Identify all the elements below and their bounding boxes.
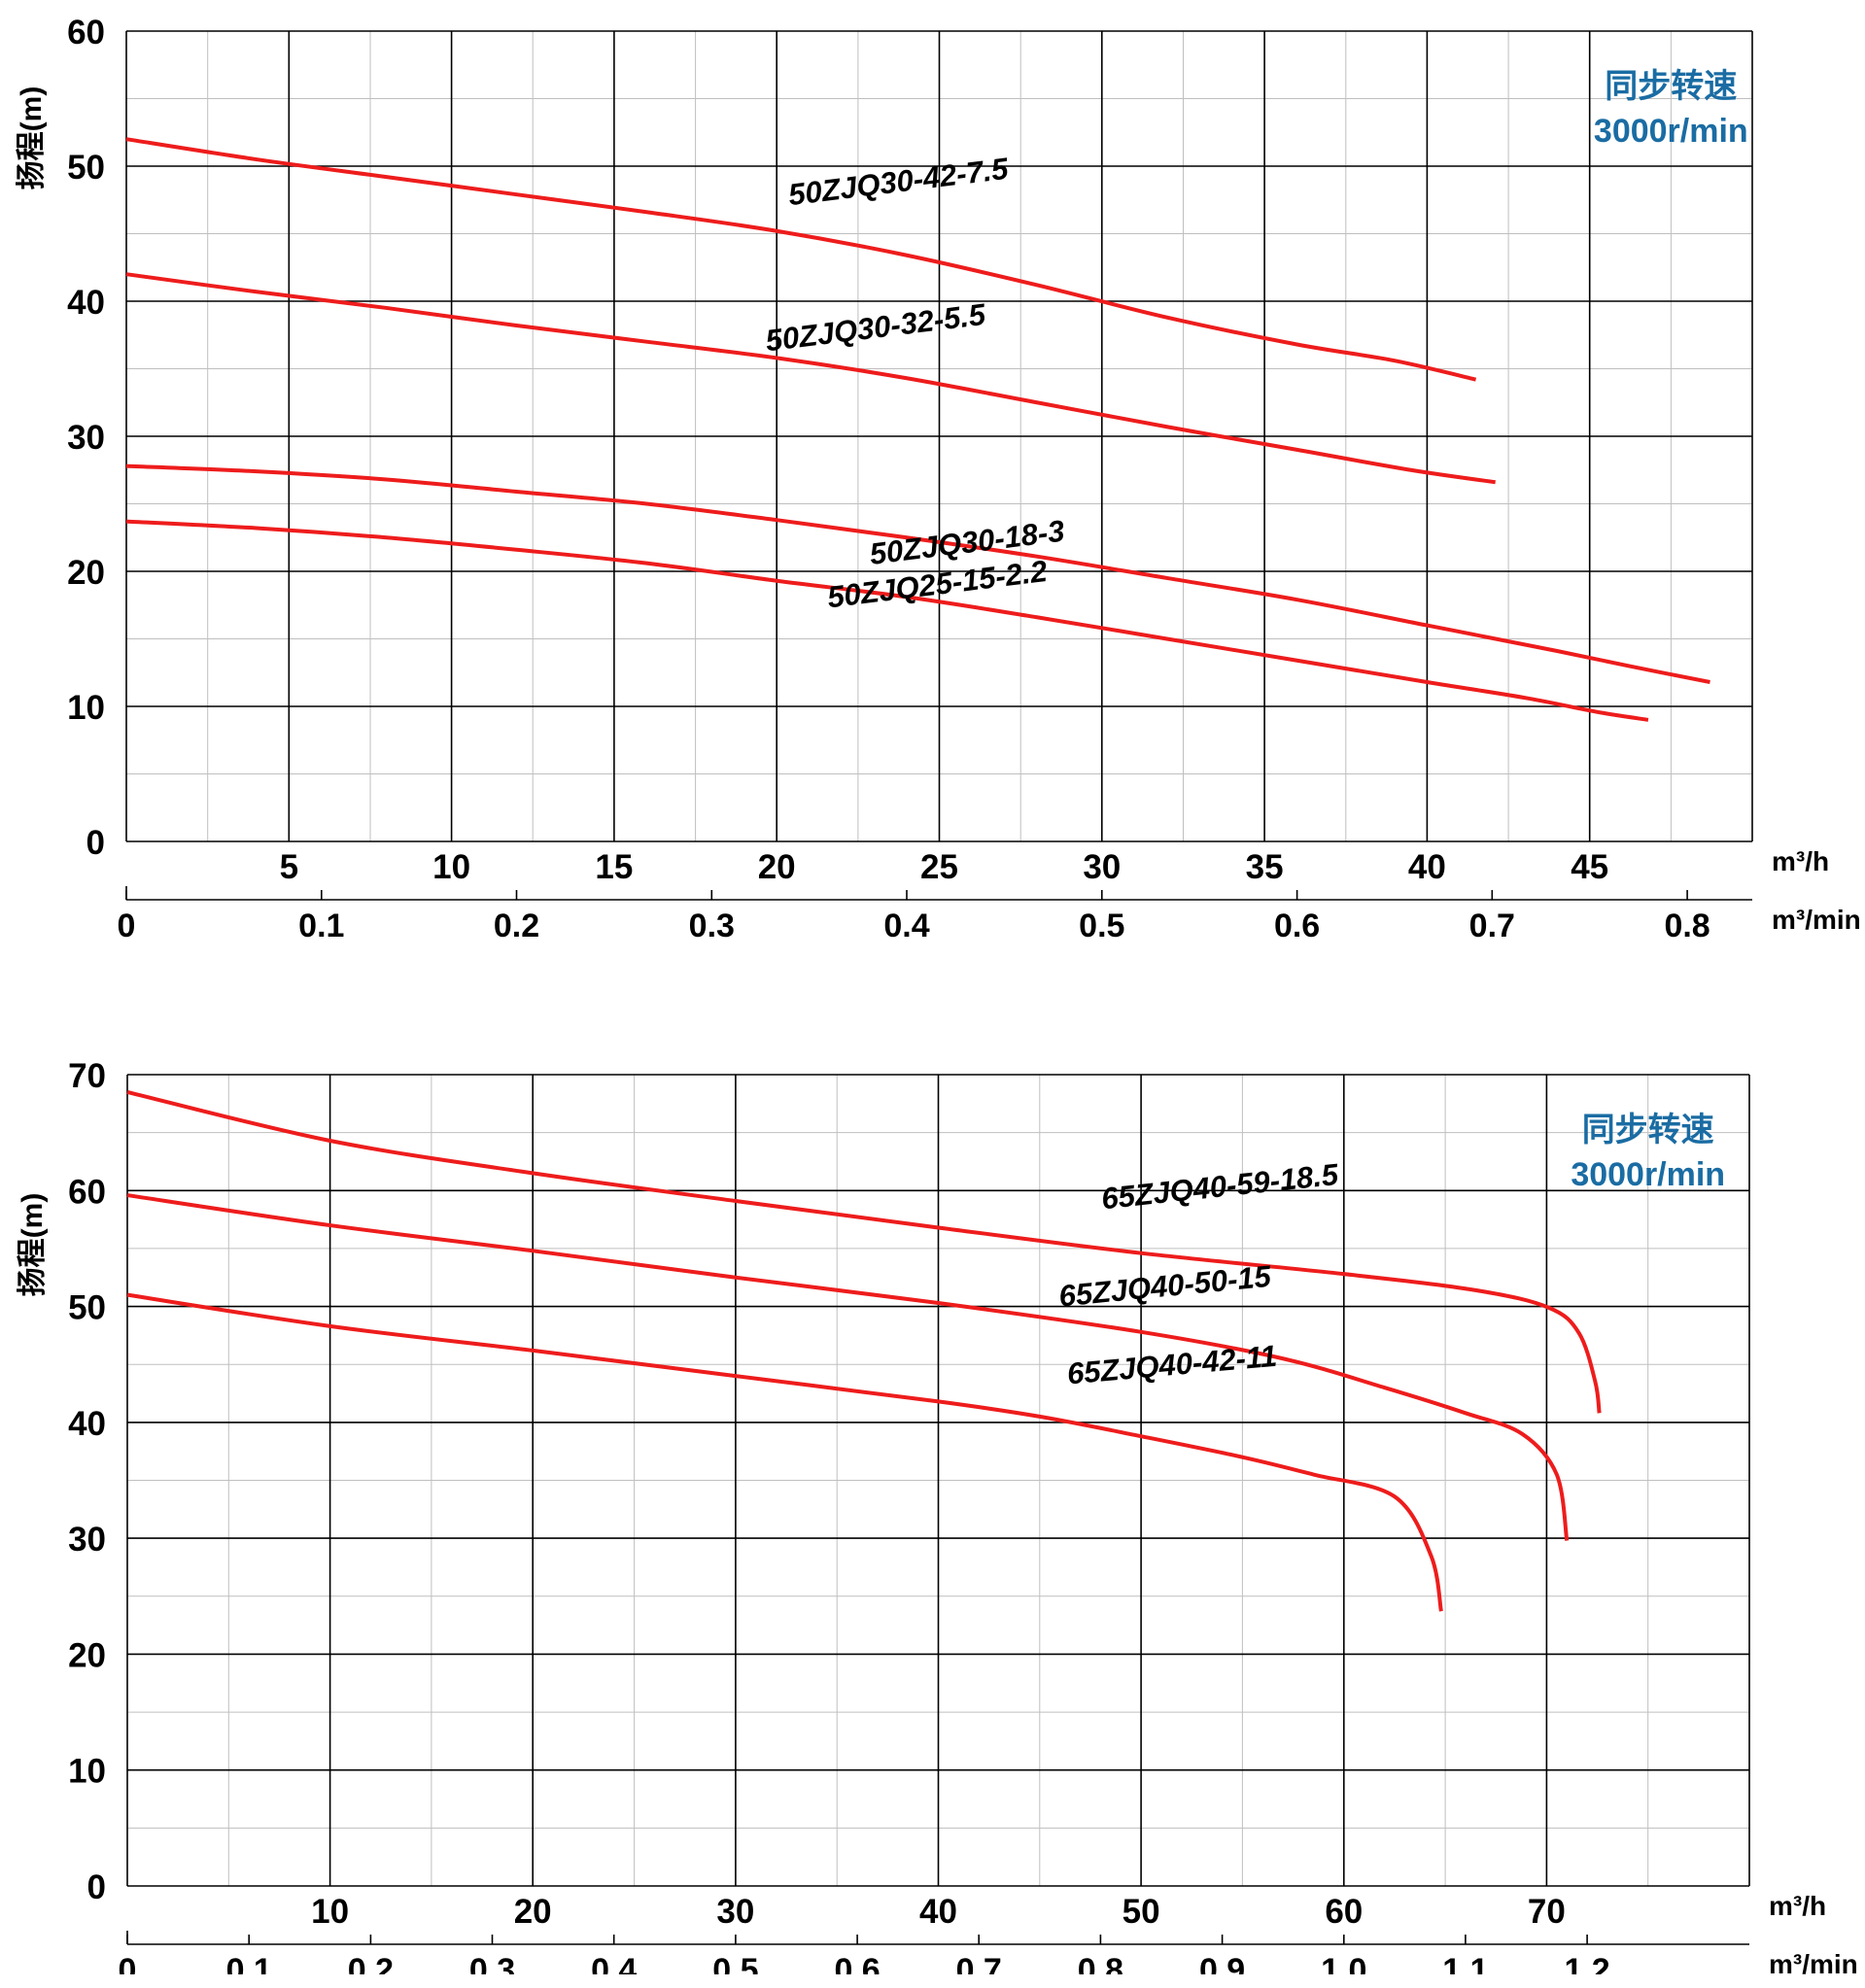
svg-text:同步转速: 同步转速: [1582, 1112, 1714, 1148]
svg-text:15: 15: [595, 848, 633, 886]
svg-text:3000r/min: 3000r/min: [1571, 1156, 1725, 1193]
svg-text:20: 20: [68, 1636, 106, 1674]
svg-text:70: 70: [68, 1057, 106, 1095]
svg-text:40: 40: [1408, 848, 1446, 886]
svg-text:0.1: 0.1: [226, 1952, 272, 1974]
svg-text:1.0: 1.0: [1321, 1952, 1366, 1974]
svg-text:10: 10: [311, 1893, 349, 1931]
svg-text:1.2: 1.2: [1564, 1952, 1609, 1974]
svg-text:10: 10: [67, 689, 105, 727]
svg-text:65ZJQ40-42-11: 65ZJQ40-42-11: [1066, 1339, 1279, 1391]
svg-text:65ZJQ40-59-18.5: 65ZJQ40-59-18.5: [1100, 1157, 1341, 1216]
svg-text:60: 60: [67, 14, 105, 51]
svg-text:0.5: 0.5: [1079, 908, 1124, 944]
svg-text:70: 70: [1528, 1893, 1566, 1931]
svg-text:m³/min: m³/min: [1769, 1949, 1858, 1974]
svg-text:65ZJQ40-50-15: 65ZJQ40-50-15: [1057, 1259, 1273, 1314]
svg-text:35: 35: [1246, 848, 1284, 886]
svg-text:25: 25: [920, 848, 958, 886]
svg-text:60: 60: [68, 1173, 106, 1211]
svg-text:扬程(m): 扬程(m): [17, 1193, 49, 1297]
svg-text:40: 40: [68, 1405, 106, 1443]
svg-text:1.1: 1.1: [1442, 1952, 1488, 1974]
svg-text:40: 40: [67, 284, 105, 322]
svg-text:同步转速: 同步转速: [1605, 68, 1737, 105]
svg-text:0: 0: [87, 1868, 106, 1906]
svg-text:3000r/min: 3000r/min: [1594, 113, 1748, 150]
svg-text:0.4: 0.4: [591, 1952, 637, 1974]
svg-text:0.2: 0.2: [494, 908, 539, 944]
svg-text:0.3: 0.3: [469, 1952, 515, 1974]
svg-text:0.9: 0.9: [1199, 1952, 1245, 1974]
svg-text:0.6: 0.6: [1274, 908, 1320, 944]
svg-text:0.5: 0.5: [712, 1952, 758, 1974]
svg-text:50: 50: [67, 149, 105, 187]
svg-text:0.7: 0.7: [1469, 908, 1515, 944]
svg-text:0.3: 0.3: [689, 908, 735, 944]
svg-text:40: 40: [919, 1893, 957, 1931]
svg-text:0: 0: [86, 824, 105, 862]
svg-text:30: 30: [1083, 848, 1121, 886]
svg-text:m³/h: m³/h: [1769, 1891, 1826, 1921]
svg-text:0: 0: [118, 908, 136, 944]
svg-text:50ZJQ30-42-7.5: 50ZJQ30-42-7.5: [786, 152, 1011, 213]
svg-text:60: 60: [1325, 1893, 1363, 1931]
svg-text:45: 45: [1571, 848, 1608, 886]
svg-text:0.6: 0.6: [834, 1952, 880, 1974]
svg-text:50: 50: [68, 1289, 106, 1327]
svg-text:10: 10: [68, 1753, 106, 1791]
svg-text:10: 10: [432, 848, 470, 886]
svg-text:50: 50: [1122, 1893, 1160, 1931]
svg-text:扬程(m): 扬程(m): [16, 86, 48, 190]
svg-text:30: 30: [716, 1893, 754, 1931]
svg-text:30: 30: [67, 419, 105, 457]
svg-text:0.4: 0.4: [883, 908, 929, 944]
svg-text:0.2: 0.2: [348, 1952, 394, 1974]
svg-text:50ZJQ30-32-5.5: 50ZJQ30-32-5.5: [764, 297, 988, 359]
svg-text:0.8: 0.8: [1664, 908, 1710, 944]
svg-text:0.1: 0.1: [298, 908, 344, 944]
svg-text:30: 30: [68, 1521, 106, 1559]
svg-text:20: 20: [514, 1893, 552, 1931]
svg-text:0: 0: [119, 1952, 137, 1974]
svg-text:0.8: 0.8: [1078, 1952, 1123, 1974]
svg-text:m³/min: m³/min: [1772, 905, 1861, 935]
svg-text:5: 5: [280, 848, 298, 886]
svg-text:20: 20: [67, 554, 105, 592]
svg-text:0.7: 0.7: [956, 1952, 1002, 1974]
svg-text:m³/h: m³/h: [1772, 846, 1829, 876]
svg-text:20: 20: [758, 848, 796, 886]
